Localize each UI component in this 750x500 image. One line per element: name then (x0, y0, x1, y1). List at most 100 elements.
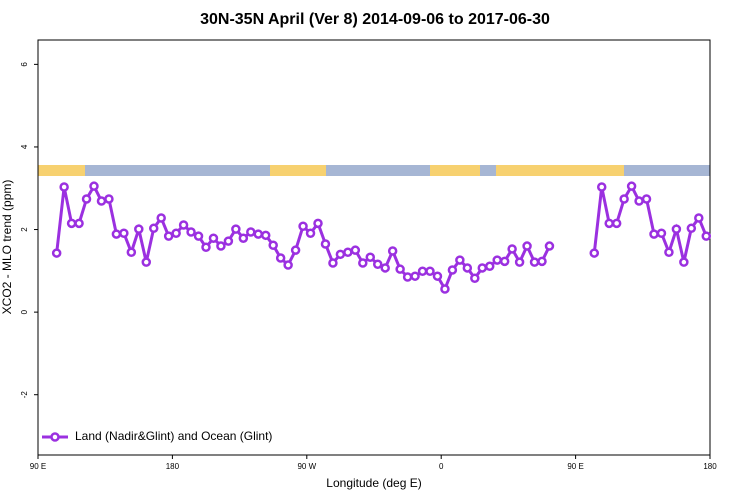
point (193, 231, 204, 241)
point (387, 246, 398, 256)
x-axis-label: Longitude (deg E) (326, 476, 421, 490)
point (350, 245, 361, 255)
point (148, 223, 159, 234)
point (671, 224, 682, 234)
point (59, 182, 69, 192)
x-tick-label: 180 (703, 462, 717, 471)
point (492, 255, 502, 265)
point (372, 259, 383, 269)
point (656, 228, 667, 239)
point (462, 263, 473, 273)
point (96, 196, 107, 206)
point (380, 263, 390, 273)
point (447, 265, 458, 275)
x-tick-label: 0 (439, 462, 444, 471)
point (604, 218, 614, 229)
point (283, 260, 293, 270)
point (81, 194, 92, 204)
point (268, 240, 278, 250)
point (686, 223, 697, 234)
legend-label: Land (Nadir&Glint) and Ocean (Glint) (75, 429, 272, 443)
point (499, 256, 510, 267)
point (470, 273, 480, 284)
point (589, 248, 600, 258)
point (216, 241, 226, 251)
x-tick-label: 90 W (297, 462, 316, 471)
point (208, 233, 219, 243)
x-tick-label: 180 (166, 462, 180, 471)
point (134, 224, 144, 234)
point (201, 242, 211, 253)
point (141, 257, 152, 267)
point (484, 261, 495, 272)
point (395, 264, 405, 274)
point (320, 239, 331, 249)
point (178, 220, 189, 230)
point (253, 229, 264, 239)
point (634, 196, 644, 206)
point (358, 258, 368, 268)
point (231, 224, 241, 234)
point (275, 253, 286, 263)
point (701, 231, 712, 241)
point (171, 228, 181, 239)
point (111, 229, 122, 239)
point (417, 266, 428, 276)
point (89, 181, 99, 191)
series-line (55, 183, 708, 293)
point (626, 181, 637, 191)
x-tick-label: 90 E (567, 462, 583, 471)
y-tick-label: 0 (20, 309, 29, 314)
point (119, 228, 129, 239)
point (425, 266, 435, 276)
point (238, 233, 249, 243)
y-tick-label: -2 (20, 391, 29, 399)
point (298, 221, 308, 231)
point (679, 257, 689, 267)
point (432, 271, 443, 281)
point (335, 249, 346, 260)
point (104, 194, 114, 204)
point (223, 236, 234, 246)
point (402, 272, 413, 282)
point (694, 213, 704, 223)
point (455, 255, 465, 265)
point (74, 218, 84, 229)
chart-title: 30N-35N April (Ver 8) 2014-09-06 to 2017… (200, 11, 550, 28)
legend-marker (50, 432, 60, 442)
point (410, 271, 420, 281)
point (537, 256, 547, 267)
point (328, 258, 338, 268)
point (313, 218, 323, 229)
point (163, 231, 174, 241)
point (246, 227, 256, 237)
point (343, 247, 353, 257)
point (611, 218, 622, 229)
y-tick-label: 6 (20, 62, 29, 67)
point (126, 247, 137, 257)
point (596, 182, 607, 192)
point (66, 218, 77, 229)
point (641, 194, 652, 204)
point (51, 248, 62, 258)
point (156, 213, 166, 223)
point (260, 230, 271, 241)
point (649, 229, 659, 239)
y-tick-label: 4 (20, 144, 29, 149)
point (440, 284, 450, 294)
x-tick-label: 90 E (30, 462, 46, 471)
point (477, 263, 488, 273)
point (529, 257, 540, 267)
point (507, 244, 517, 254)
plot-frame (37, 39, 711, 456)
point (664, 247, 674, 257)
point (365, 252, 376, 262)
point (514, 257, 525, 267)
point (290, 245, 301, 255)
y-axis-label: XCO2 - MLO trend (ppm) (0, 180, 14, 315)
point (544, 241, 555, 251)
point (186, 227, 196, 237)
point (305, 228, 316, 239)
point (522, 241, 532, 251)
